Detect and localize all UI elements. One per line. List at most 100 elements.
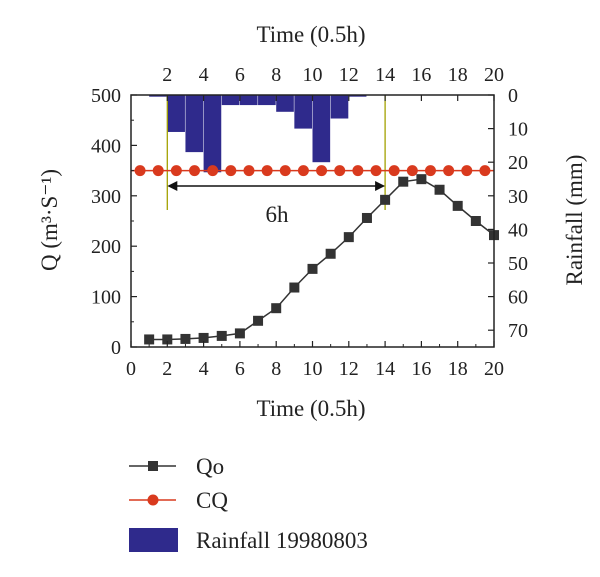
data-point-qo <box>180 333 191 344</box>
data-point-cq <box>207 165 219 177</box>
rainfall-bar <box>239 95 258 106</box>
x-tick-label-top: 14 <box>375 64 395 86</box>
axes <box>130 94 495 348</box>
annotation-label: 6h <box>266 202 290 227</box>
x-tick-label-bottom: 18 <box>448 358 468 380</box>
data-point-cq <box>352 165 364 177</box>
y-tick-label-left: 100 <box>91 287 121 309</box>
x-tick-label-top: 10 <box>303 64 323 86</box>
rainfall-bar <box>276 95 294 112</box>
data-point-cq <box>424 165 436 177</box>
data-point-qo <box>361 212 372 223</box>
data-point-cq <box>334 165 346 177</box>
data-point-cq <box>443 165 455 177</box>
x-tick-label-bottom: 2 <box>162 358 172 380</box>
y-tick-label-right: 0 <box>508 85 518 107</box>
x-tick-label-top: 8 <box>271 64 281 86</box>
y-tick-label-right: 40 <box>508 219 528 241</box>
data-point-qo <box>398 176 409 187</box>
data-point-cq <box>243 165 255 177</box>
data-point-qo <box>434 184 445 195</box>
rainfall-bar <box>330 95 349 119</box>
rainfall-bar <box>203 95 222 173</box>
y-axis-label-right: Rainfall (mm) <box>562 155 587 286</box>
data-point-qo <box>470 216 481 226</box>
rainfall-bar <box>149 95 167 97</box>
tick-labels: 0 2 4 6 8 10 12 14 16 18 202 4 6 8 10 12 14 16 18 200100200… <box>91 64 528 380</box>
legend-label-qo: Qo <box>196 454 224 479</box>
rainfall-bar <box>185 95 204 153</box>
data-point-cq <box>316 165 328 177</box>
x-tick-label-bottom: 6 <box>235 358 245 380</box>
data-point-cq <box>261 165 273 177</box>
data-point-qo <box>162 334 173 345</box>
data-point-cq <box>170 165 182 177</box>
data-point-cq <box>225 165 237 177</box>
x-tick-label-bottom: 12 <box>339 358 359 380</box>
x-tick-label-top: 12 <box>339 64 359 86</box>
rainfall-bars <box>149 95 367 173</box>
data-point-cq <box>461 165 473 177</box>
y-tick-label-right: 60 <box>508 287 528 309</box>
legend-item-qo: Qo <box>129 454 224 479</box>
data-point-qo <box>325 248 336 259</box>
legend-label-rainfall: Rainfall 19980803 <box>196 528 368 553</box>
data-point-qo <box>144 334 155 345</box>
x-tick-label-bottom: 8 <box>271 358 281 380</box>
data-point-qo <box>307 263 318 274</box>
y-tick-label-left: 500 <box>91 85 121 107</box>
x-axis-label-top: Time (0.5h) <box>256 22 365 47</box>
data-point-cq <box>479 165 491 177</box>
series-layer <box>131 165 499 345</box>
data-point-qo <box>380 194 391 205</box>
annotation-arrowhead-right <box>375 181 386 191</box>
y-tick-label-left: 0 <box>111 337 121 359</box>
x-tick-label-bottom: 10 <box>303 358 323 380</box>
data-point-cq <box>189 165 201 177</box>
data-point-cq <box>370 165 382 177</box>
data-point-qo <box>416 174 427 185</box>
x-tick-label-top: 6 <box>235 64 245 86</box>
y-tick-label-right: 10 <box>508 119 528 141</box>
legend-item-rainfall: Rainfall 19980803 <box>129 528 368 553</box>
x-tick-label-bottom: 0 <box>126 358 136 380</box>
data-point-qo <box>271 303 282 314</box>
data-point-cq <box>134 165 146 177</box>
legend-label-cq: CQ <box>196 488 228 513</box>
data-point-qo <box>234 328 245 339</box>
y-tick-label-right: 30 <box>508 186 528 208</box>
y-tick-label-left: 200 <box>91 236 121 258</box>
data-point-cq <box>406 165 418 177</box>
y-tick-label-right: 20 <box>508 152 528 174</box>
data-point-qo <box>452 200 463 211</box>
legend-item-cq: CQ <box>129 488 228 513</box>
y-tick-label-right: 70 <box>508 320 528 342</box>
rainfall-bar <box>312 95 331 163</box>
rainfall-bar <box>167 95 185 132</box>
annotation-arrowhead-left <box>167 181 178 191</box>
rainfall-bar <box>258 95 276 106</box>
data-point-qo <box>253 315 264 326</box>
annotation-guides <box>166 95 386 210</box>
data-point-cq <box>297 165 309 177</box>
x-tick-label-top: 4 <box>199 64 209 86</box>
x-tick-label-top: 16 <box>411 64 431 86</box>
y-tick-label-right: 50 <box>508 253 528 275</box>
x-tick-label-bottom: 4 <box>199 358 209 380</box>
data-point-qo <box>343 232 354 243</box>
series-line-qo <box>149 178 495 341</box>
data-point-cq <box>152 165 164 177</box>
y-axis-label-left: Q (m³·S⁻¹) <box>37 169 62 271</box>
x-axis-label-bottom: Time (0.5h) <box>256 396 365 421</box>
y-tick-label-left: 300 <box>91 186 121 208</box>
x-tick-label-top: 2 <box>162 64 172 86</box>
data-point-qo <box>216 330 227 341</box>
x-tick-label-bottom: 16 <box>411 358 431 380</box>
data-point-qo <box>289 282 300 293</box>
x-tick-label-top: 18 <box>448 64 468 86</box>
rainfall-bar <box>348 95 367 97</box>
legend: Qo CQ Rainfall 19980803 <box>129 454 368 553</box>
x-tick-label-top: 20 <box>484 64 504 86</box>
rainfall-bar <box>294 95 312 129</box>
